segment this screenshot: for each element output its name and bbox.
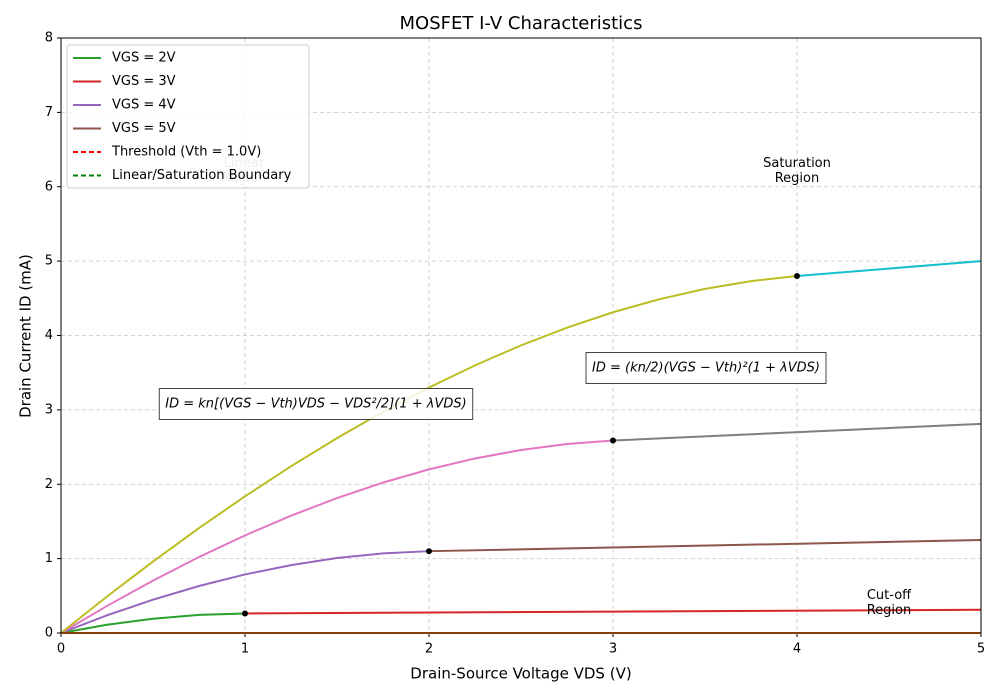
y-tick-label: 1: [45, 551, 53, 566]
annotation: Saturation Region: [763, 156, 831, 186]
equation-box: [585, 352, 827, 384]
annotation-line: Region: [775, 171, 820, 186]
plot-frame: [60, 37, 982, 634]
transition-point: [426, 548, 432, 555]
annotation-line: Saturation: [763, 156, 831, 171]
y-tick-label: 0: [45, 626, 53, 641]
x-tick-label: 4: [793, 642, 801, 657]
legend-label: VGS = 5V: [112, 121, 176, 136]
curve: [428, 539, 982, 553]
transition-point: [610, 437, 616, 444]
curve: [60, 439, 614, 634]
y-tick-label: 5: [45, 254, 53, 269]
y-tick-label: 6: [45, 179, 53, 194]
legend-label: Threshold (Vth = 1.0V): [111, 145, 261, 160]
transition-point: [242, 610, 248, 617]
legend-label: VGS = 2V: [112, 51, 176, 66]
y-tick-label: 7: [45, 105, 53, 120]
x-tick-label: 3: [609, 642, 617, 657]
equation-box: [158, 388, 474, 420]
equation: ID = (kn/2)(VGS − Vth)²(1 + λVDS): [592, 361, 820, 376]
x-axis-label: Drain-Source Voltage VDS (V): [410, 665, 631, 683]
x-tick-label: 5: [977, 642, 985, 657]
annotation-line: Cut-off: [867, 588, 912, 603]
y-tick-label: 3: [45, 402, 53, 417]
legend-label: Linear/Saturation Boundary: [112, 168, 292, 183]
x-tick-label: 2: [425, 642, 433, 657]
x-tick-label: 0: [57, 642, 65, 657]
curve: [60, 550, 430, 634]
legend-box: [66, 44, 310, 189]
legend: VGS = 2V VGS = 3V VGS = 4V VGS = 5V Threshol…: [66, 44, 310, 189]
equation: ID = kn[(VGS − Vth)VDS − VDS²/2](1 + λVD…: [165, 397, 466, 412]
x-tick-label: 1: [241, 642, 249, 657]
transition-point: [794, 273, 800, 279]
chart-title: MOSFET I-V Characteristics: [400, 13, 643, 34]
y-tick-label: 2: [45, 477, 53, 492]
legend-label: VGS = 4V: [112, 98, 176, 113]
curve: [60, 275, 798, 634]
curve: [612, 422, 982, 442]
annotation-line: Region: [867, 603, 912, 618]
curve: [244, 608, 982, 615]
y-axis-label: Drain Current ID (mA): [17, 254, 35, 418]
curve: [60, 612, 246, 634]
legend-label: VGS = 3V: [112, 74, 176, 89]
annotation: Cut-off Region: [867, 588, 912, 618]
y-tick-label: 4: [45, 328, 53, 343]
curve: [796, 260, 982, 277]
y-tick-label: 8: [45, 31, 53, 46]
